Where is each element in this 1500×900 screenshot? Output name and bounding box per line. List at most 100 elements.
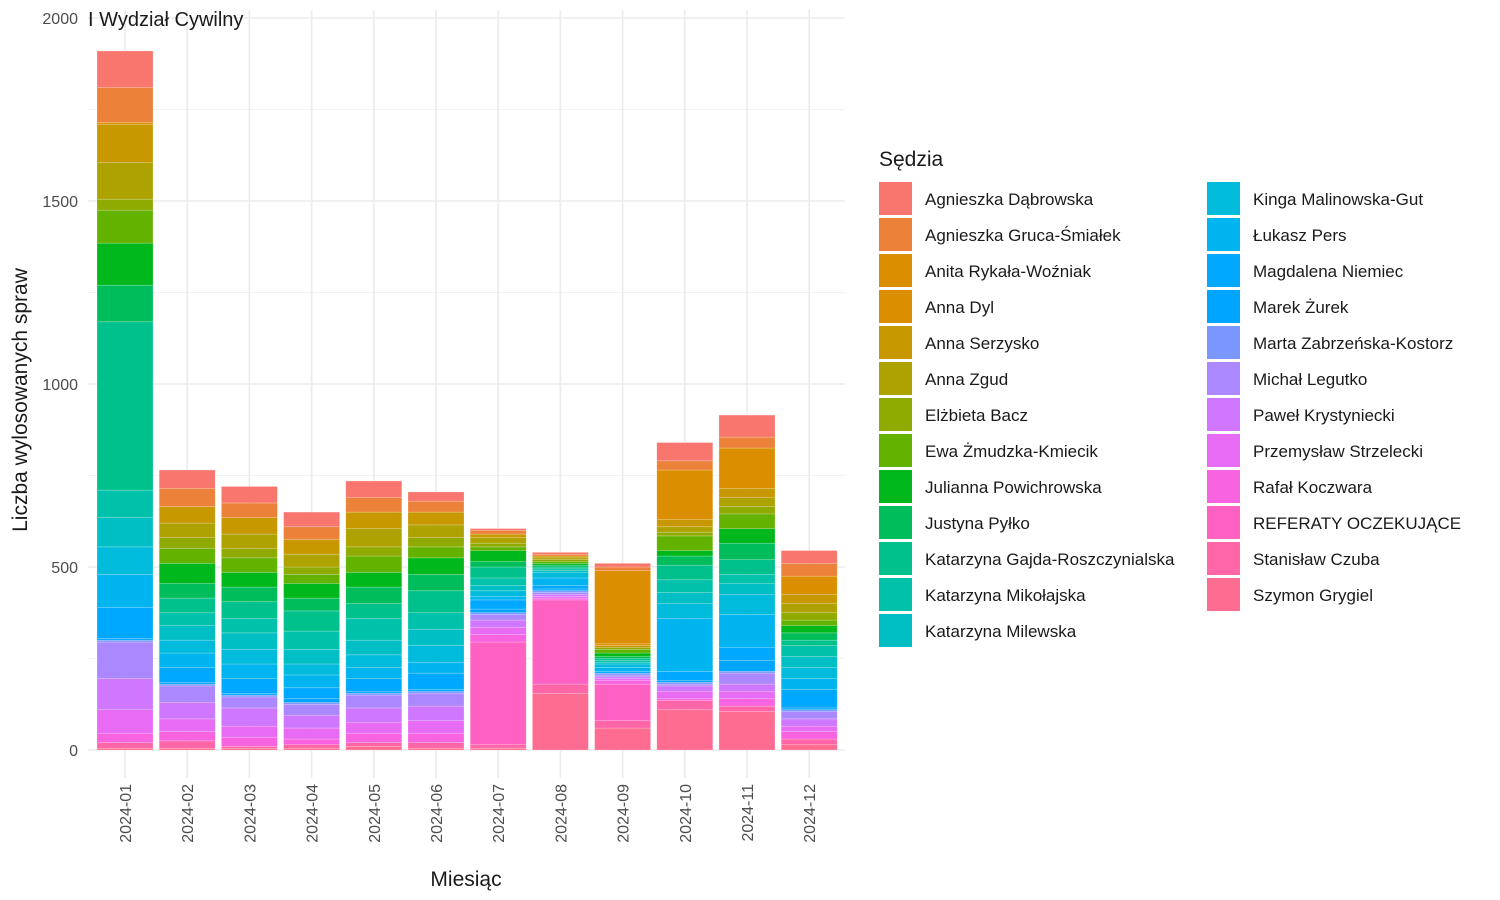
x-tick-label: 2024-02 [180, 784, 197, 843]
bar-segment [718, 583, 776, 595]
y-tick-label: 1000 [42, 377, 78, 394]
legend-key [879, 182, 912, 215]
x-tick-label: 2024-09 [616, 784, 633, 843]
bar-segment [780, 639, 838, 646]
bar-segment [96, 606, 154, 639]
bar-segment [96, 709, 154, 734]
bar-segment [345, 586, 403, 604]
bar-segment [780, 563, 838, 577]
bar-segment [780, 731, 838, 740]
bar-segment [780, 738, 838, 745]
legend-key [879, 362, 912, 395]
bar-segment [718, 559, 776, 575]
bar-segment [345, 742, 403, 747]
bar-segment [656, 691, 714, 700]
bar-segment [594, 570, 651, 645]
bar-segment [594, 566, 651, 571]
bar-segment [594, 652, 651, 657]
bar-segment [532, 599, 589, 685]
bar-segment [718, 711, 776, 751]
bar-segment [718, 647, 776, 661]
bar-segment [158, 639, 216, 654]
bar-segment [469, 641, 527, 745]
bar-segment [158, 702, 216, 720]
bar-segment [96, 242, 154, 286]
bar-segment [96, 489, 154, 518]
bar-segment [283, 597, 340, 612]
bar-segment [594, 683, 651, 722]
bar-segment [407, 557, 465, 575]
x-tick-label: 2024-03 [242, 784, 259, 843]
bar-segment [718, 691, 776, 700]
bar-segment [158, 537, 216, 549]
x-tick-label: 2024-11 [740, 784, 757, 842]
legend-key [879, 578, 912, 611]
bar-segment [283, 714, 340, 729]
x-tick-label: 2024-06 [429, 784, 446, 843]
bar-segment [283, 553, 340, 568]
bar-segment [780, 550, 838, 564]
bar-segment [283, 526, 340, 540]
bar-segment [407, 491, 465, 502]
y-tick-label: 500 [51, 560, 78, 577]
legend-key [1207, 182, 1240, 215]
legend-label: Magdalena Niemiec [1253, 262, 1404, 281]
bar-segment [283, 744, 340, 749]
legend-key [1207, 542, 1240, 575]
y-tick-label: 0 [69, 743, 78, 760]
bar-segment [656, 700, 714, 711]
bar-segment [532, 577, 589, 586]
bar-segment [158, 731, 216, 742]
bar-segment [345, 722, 403, 734]
bar-segment [158, 548, 216, 564]
bar-segment [158, 522, 216, 539]
bar-segment [780, 744, 838, 751]
legend-label: Katarzyna Mikołajska [925, 586, 1086, 605]
bar-segment [780, 667, 838, 679]
bar-segment [283, 703, 340, 716]
bar-segment [469, 577, 527, 586]
bar-segment [221, 617, 278, 634]
bar-segment [656, 592, 714, 604]
bar-segment [656, 555, 714, 566]
bar-segment [656, 550, 714, 557]
bar-segment [96, 546, 154, 575]
bar-segment [283, 610, 340, 632]
bar-segment [158, 667, 216, 683]
legend-key [1207, 290, 1240, 323]
x-ticks: 2024-01 2024-02 2024-03 2024-04 2024-05 2024-… [118, 784, 819, 843]
bar-segment [656, 671, 714, 681]
bar-segment [221, 548, 278, 559]
bar-segment [221, 586, 278, 603]
legend-key [1207, 254, 1240, 287]
bar-segment [345, 694, 403, 709]
bar-segment [345, 639, 403, 656]
x-tick-label: 2024-08 [553, 784, 570, 843]
legend-label: Anita Rykała-Woźniak [925, 262, 1091, 281]
bar-segment [158, 469, 216, 489]
y-tick-label: 1500 [42, 194, 78, 211]
bar-segment [407, 742, 465, 749]
y-axis-title: Liczba wylosowanych spraw [9, 267, 32, 532]
legend-label: Paweł Krystyniecki [1253, 406, 1395, 425]
bar-segment [718, 672, 776, 685]
bar-segment [780, 625, 838, 634]
bar-segment [718, 436, 776, 449]
bar-segment [656, 603, 714, 619]
bar-segment [345, 546, 403, 557]
bar-segment [656, 469, 714, 520]
bar-segment [532, 683, 589, 694]
bar-segment [469, 599, 527, 610]
legend-label: Kinga Malinowska-Gut [1253, 190, 1423, 209]
bar-segment [407, 546, 465, 559]
x-tick-label: 2024-04 [305, 784, 322, 843]
legend-label: Stanisław Czuba [1253, 550, 1380, 569]
bar-segment [345, 617, 403, 641]
bar-segment [780, 632, 838, 641]
bar-segment [780, 619, 838, 626]
bar-segment [656, 617, 714, 672]
bars [96, 50, 838, 751]
bar-segment [158, 597, 216, 614]
bar-segment [96, 321, 154, 491]
bar-segment [283, 566, 340, 575]
